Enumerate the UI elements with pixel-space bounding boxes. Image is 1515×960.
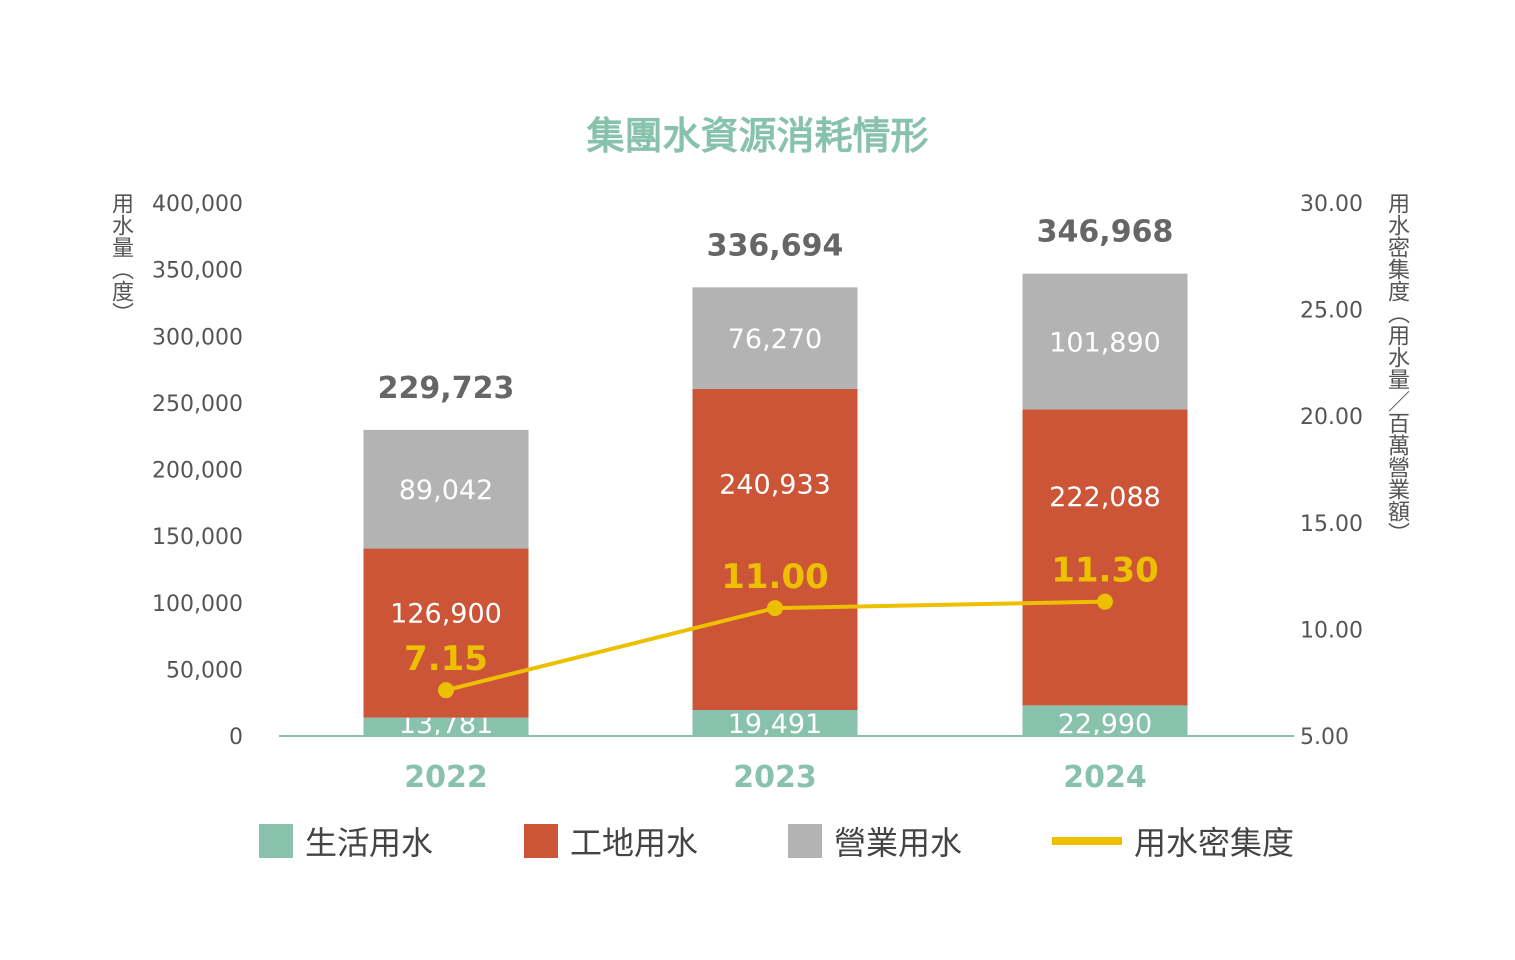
legend-swatch	[524, 824, 558, 858]
intensity-label: 7.15	[404, 639, 488, 679]
bar-value-label: 22,990	[1058, 709, 1152, 740]
legend-swatch	[788, 824, 822, 858]
legend-swatch	[259, 824, 293, 858]
y-tick-label: 200,000	[152, 459, 243, 484]
y-tick-label: 300,000	[152, 325, 243, 350]
legend-item-site: 工地用水	[524, 818, 698, 864]
y-tick-label: 150,000	[152, 525, 243, 550]
bar-2022-0	[363, 717, 529, 736]
y2-axis-label: 用水密集度（用水量／百萬營業額）	[1384, 192, 1409, 544]
bar-total-label: 336,694	[707, 228, 844, 263]
x-tick-label: 2022	[404, 760, 488, 795]
legend-item-business: 營業用水	[788, 818, 962, 864]
y2-tick-label: 10.00	[1300, 618, 1363, 643]
y-tick-label: 250,000	[152, 392, 243, 417]
bar-value-label: 126,900	[390, 599, 502, 630]
y2-tick-label: 5.00	[1300, 725, 1349, 750]
y2-tick-label: 15.00	[1300, 512, 1363, 537]
legend-label: 用水密集度	[1134, 824, 1295, 862]
legend-label: 生活用水	[305, 824, 434, 862]
y2-tick-label: 20.00	[1300, 405, 1363, 430]
y-tick-label: 350,000	[152, 259, 243, 284]
chart-title: 集團水資源消耗情形	[586, 114, 929, 158]
y-tick-label: 50,000	[166, 658, 243, 683]
y-tick-label: 100,000	[152, 592, 243, 617]
x-tick-label: 2024	[1063, 760, 1147, 795]
bar-2023-0	[692, 710, 858, 736]
bar-2024-1	[1022, 409, 1188, 706]
legend-item-domestic: 生活用水	[259, 818, 433, 864]
y2-tick-label: 30.00	[1300, 192, 1363, 217]
bar-2023-1	[692, 388, 858, 711]
bar-2024-2	[1022, 273, 1188, 410]
bar-total-label: 346,968	[1037, 215, 1174, 250]
intensity-point	[1097, 593, 1113, 610]
intensity-point	[438, 682, 454, 699]
x-tick-label: 2023	[733, 760, 817, 795]
legend-label: 工地用水	[570, 824, 699, 862]
legend-label: 營業用水	[834, 824, 963, 862]
y-tick-label: 0	[229, 725, 243, 750]
bar-2024-0	[1022, 705, 1188, 736]
bar-total-label: 229,723	[378, 371, 515, 406]
intensity-label: 11.00	[721, 557, 829, 597]
y-tick-label: 400,000	[152, 192, 243, 217]
bar-value-label: 222,088	[1049, 482, 1161, 513]
bar-value-label: 101,890	[1049, 328, 1161, 359]
bar-value-label: 89,042	[399, 475, 493, 506]
bar-value-label: 19,491	[728, 709, 822, 740]
bar-2023-2	[692, 287, 858, 389]
legend: 生活用水 工地用水 營業用水 用水密集度	[0, 818, 1515, 862]
legend-line	[1052, 837, 1122, 845]
y-axis-label: 用水量（度）	[108, 192, 133, 324]
intensity-point	[767, 600, 783, 617]
bar-2022-2	[363, 429, 529, 549]
legend-item-intensity: 用水密集度	[1052, 818, 1294, 864]
y2-tick-label: 25.00	[1300, 299, 1363, 324]
intensity-label: 11.30	[1051, 551, 1159, 591]
bar-value-label: 240,933	[719, 469, 831, 500]
bar-value-label: 76,270	[728, 324, 822, 355]
